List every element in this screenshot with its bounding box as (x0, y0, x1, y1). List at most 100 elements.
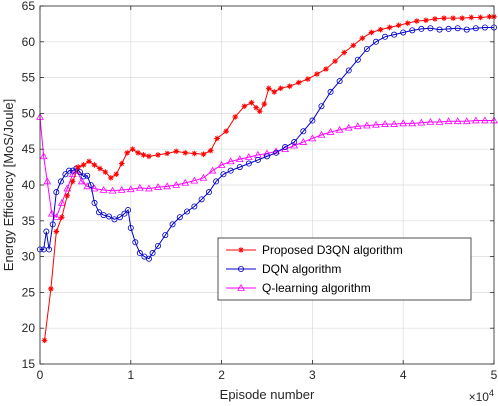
data-point (227, 167, 234, 174)
data-point (135, 183, 144, 191)
data-point (414, 18, 420, 24)
data-point (200, 151, 207, 158)
data-point (441, 15, 447, 21)
data-point (91, 162, 98, 168)
data-point (295, 79, 302, 86)
data-point (136, 250, 143, 257)
data-point (220, 171, 227, 178)
data-point (399, 119, 408, 127)
data-point (345, 67, 352, 74)
data-point (277, 85, 284, 92)
legend-label: Proposed D3QN algorithm (262, 243, 403, 257)
x-tick-label: 3 (309, 368, 316, 382)
data-point (172, 180, 181, 188)
data-point (75, 164, 81, 170)
data-point (155, 152, 161, 158)
data-point (381, 120, 389, 127)
data-point (263, 153, 270, 160)
data-point (327, 88, 334, 95)
legend-item: DQN algorithm (226, 262, 341, 276)
y-tick-label: 35 (22, 214, 36, 228)
data-point (459, 15, 466, 21)
data-point (453, 117, 462, 125)
data-point (336, 78, 343, 85)
data-point (68, 170, 77, 178)
data-point (46, 246, 53, 253)
data-point (309, 117, 316, 124)
data-point (76, 169, 83, 176)
x-multiplier-base: ×10 (469, 390, 490, 404)
y-tick-label: 30 (22, 250, 36, 264)
data-point (111, 216, 118, 223)
data-point (77, 177, 86, 185)
x-tick-label: 5 (491, 368, 498, 382)
data-point (472, 25, 479, 32)
y-tick-label: 20 (22, 321, 36, 335)
series-layer (36, 13, 498, 344)
data-point (140, 152, 147, 158)
data-point (362, 121, 371, 129)
data-point (314, 71, 320, 77)
data-point (291, 139, 298, 146)
data-point (43, 228, 50, 235)
data-point (237, 283, 245, 291)
y-tick-label: 65 (22, 0, 36, 13)
legend-item: Q-learning algorithm (226, 281, 371, 295)
data-point (432, 16, 438, 22)
data-point (237, 265, 244, 272)
data-point (102, 169, 109, 175)
data-point (53, 228, 60, 235)
data-point (191, 150, 198, 157)
data-point (390, 120, 399, 127)
data-point (83, 182, 92, 190)
data-point (145, 255, 152, 262)
data-point (454, 25, 461, 32)
data-point (426, 117, 435, 125)
data-point (155, 242, 162, 249)
data-point (113, 171, 120, 178)
data-point (254, 156, 261, 163)
data-point (256, 108, 263, 115)
data-point (87, 181, 94, 188)
data-point (90, 184, 99, 192)
data-point (326, 128, 335, 135)
x-tick-label: 2 (218, 368, 225, 382)
data-point (395, 22, 402, 29)
data-point (226, 157, 235, 165)
data-point (435, 117, 444, 125)
data-point (39, 152, 48, 160)
data-point (52, 213, 61, 221)
ticks (39, 5, 495, 365)
data-point (363, 45, 370, 52)
data-point (118, 160, 125, 167)
y-tick-label: 40 (22, 178, 36, 192)
data-point (205, 189, 212, 196)
data-point (176, 214, 183, 221)
data-point (481, 116, 489, 124)
data-point (57, 198, 66, 206)
data-point (217, 160, 226, 168)
data-point (477, 14, 484, 21)
data-point (391, 31, 398, 38)
data-point (377, 26, 384, 33)
data-point (57, 178, 64, 185)
data-point (238, 247, 244, 253)
data-point (164, 150, 170, 157)
series-line (40, 26, 494, 260)
data-point (400, 29, 407, 36)
data-point (332, 58, 338, 64)
data-point (117, 186, 126, 193)
data-point (318, 103, 325, 110)
data-point (214, 135, 220, 142)
data-point (481, 24, 488, 31)
y-axis-title: Energy Efficiency [MoS/Joule] (1, 99, 16, 271)
y-tick-label: 45 (22, 142, 36, 156)
data-point (58, 214, 65, 221)
data-point (245, 160, 252, 167)
data-point (84, 172, 91, 179)
data-point (154, 183, 162, 190)
series-circle (37, 24, 497, 262)
data-point (129, 146, 136, 152)
data-point (354, 56, 361, 63)
